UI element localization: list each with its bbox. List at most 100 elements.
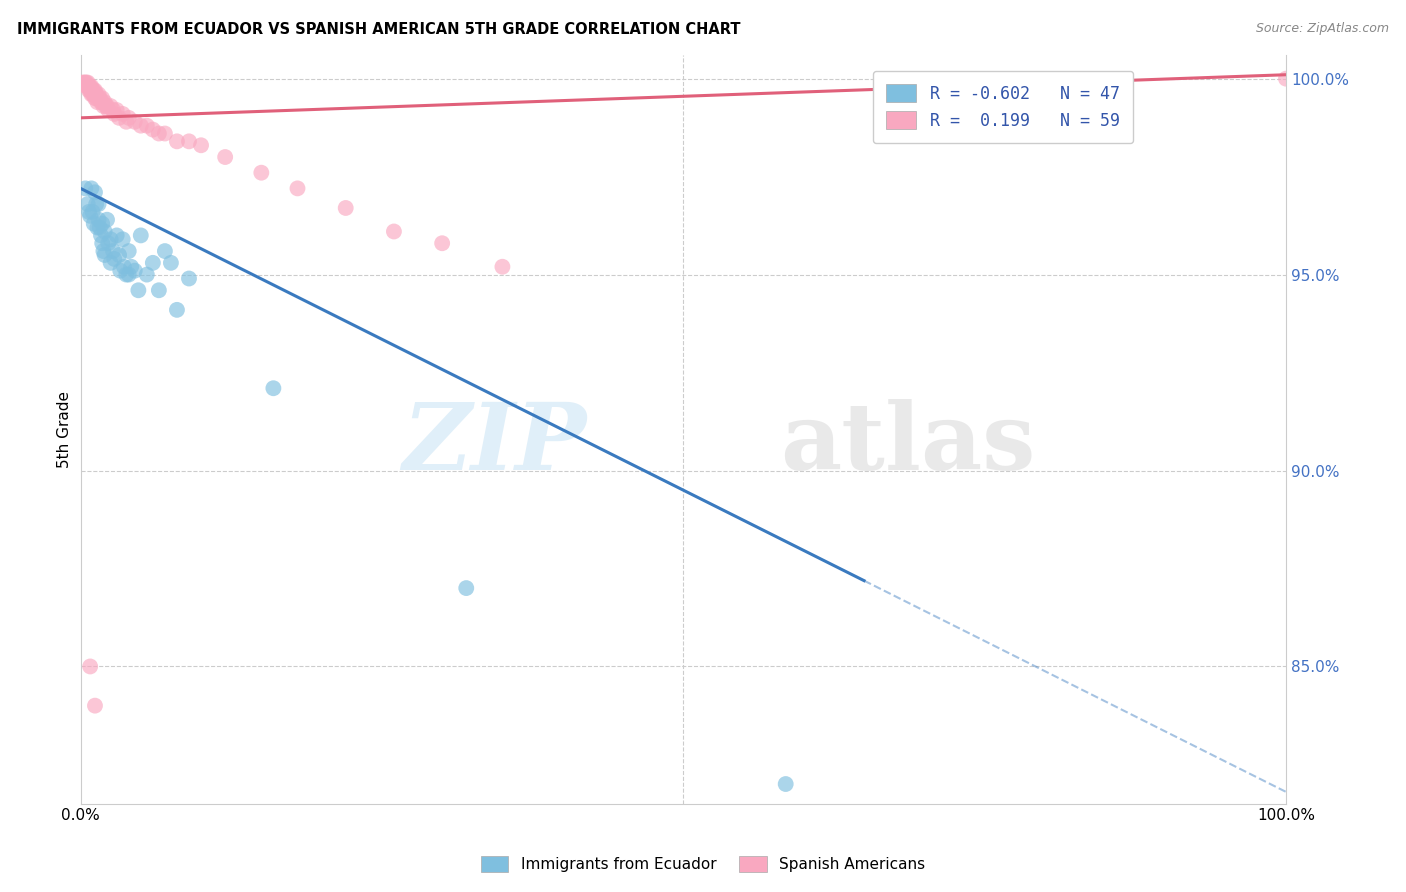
Point	[94, 99, 117, 113]
Point	[115, 268, 138, 282]
Point	[491, 260, 513, 274]
Point	[105, 103, 128, 117]
Point	[124, 115, 146, 129]
Point	[96, 212, 118, 227]
Point	[93, 244, 115, 258]
Point	[90, 228, 112, 243]
Point	[72, 76, 94, 90]
Point	[84, 87, 107, 102]
Point	[100, 232, 122, 246]
Point	[84, 83, 107, 97]
Text: Source: ZipAtlas.com: Source: ZipAtlas.com	[1256, 22, 1389, 36]
Point	[142, 122, 165, 136]
Point	[76, 79, 98, 94]
Point	[83, 87, 105, 102]
Point	[101, 244, 124, 258]
Point	[118, 268, 141, 282]
Point	[430, 236, 453, 251]
Point	[83, 217, 105, 231]
Point	[129, 119, 152, 133]
Point	[115, 115, 138, 129]
Point	[382, 225, 405, 239]
Point	[250, 166, 273, 180]
Point	[84, 91, 107, 105]
Point	[86, 220, 108, 235]
Text: IMMIGRANTS FROM ECUADOR VS SPANISH AMERICAN 5TH GRADE CORRELATION CHART: IMMIGRANTS FROM ECUADOR VS SPANISH AMERI…	[17, 22, 741, 37]
Point	[83, 83, 105, 97]
Point	[166, 302, 188, 317]
Point	[87, 212, 110, 227]
Point	[153, 127, 176, 141]
Point	[120, 260, 142, 274]
Point	[111, 107, 134, 121]
Point	[87, 197, 110, 211]
Text: ZIP: ZIP	[402, 400, 586, 490]
Point	[100, 256, 122, 270]
Point	[101, 103, 124, 117]
Point	[77, 205, 100, 219]
Point	[142, 256, 165, 270]
Text: atlas: atlas	[780, 400, 1035, 490]
Point	[89, 220, 111, 235]
Point	[775, 777, 797, 791]
Point	[82, 205, 104, 219]
Point	[86, 95, 108, 110]
Point	[93, 225, 115, 239]
Point	[262, 381, 284, 395]
Point	[76, 76, 98, 90]
Legend: R = -0.602   N = 47, R =  0.199   N = 59: R = -0.602 N = 47, R = 0.199 N = 59	[873, 71, 1133, 144]
Point	[84, 186, 107, 200]
Point	[214, 150, 236, 164]
Point	[73, 76, 96, 90]
Point	[124, 263, 146, 277]
Point	[91, 236, 114, 251]
Point	[153, 244, 176, 258]
Point	[135, 119, 157, 133]
Point	[118, 244, 141, 258]
Point	[111, 232, 134, 246]
Point	[1275, 71, 1298, 86]
Point	[89, 91, 111, 105]
Legend: Immigrants from Ecuador, Spanish Americans: Immigrants from Ecuador, Spanish America…	[474, 848, 932, 880]
Point	[160, 256, 183, 270]
Point	[76, 79, 98, 94]
Point	[97, 236, 120, 251]
Point	[76, 76, 98, 90]
Point	[456, 581, 478, 595]
Point	[75, 181, 97, 195]
Point	[100, 99, 122, 113]
Point	[148, 127, 170, 141]
Point	[87, 87, 110, 102]
Point	[91, 95, 114, 110]
Point	[82, 83, 104, 97]
Point	[129, 228, 152, 243]
Point	[87, 91, 110, 105]
Point	[80, 79, 103, 94]
Point	[177, 271, 200, 285]
Point	[112, 260, 135, 274]
Point	[118, 111, 141, 125]
Point	[76, 197, 98, 211]
Point	[80, 83, 103, 97]
Point	[110, 263, 132, 277]
Point	[93, 95, 115, 110]
Point	[93, 99, 115, 113]
Point	[79, 209, 101, 223]
Point	[91, 91, 114, 105]
Point	[77, 79, 100, 94]
Point	[84, 91, 107, 105]
Point	[287, 181, 309, 195]
Point	[79, 83, 101, 97]
Point	[190, 138, 212, 153]
Y-axis label: 5th Grade: 5th Grade	[58, 391, 72, 468]
Point	[93, 248, 115, 262]
Point	[77, 83, 100, 97]
Point	[108, 111, 131, 125]
Point	[84, 197, 107, 211]
Point	[90, 95, 112, 110]
Point	[166, 134, 188, 148]
Point	[135, 268, 157, 282]
Point	[82, 87, 104, 102]
Point	[105, 228, 128, 243]
Point	[80, 87, 103, 102]
